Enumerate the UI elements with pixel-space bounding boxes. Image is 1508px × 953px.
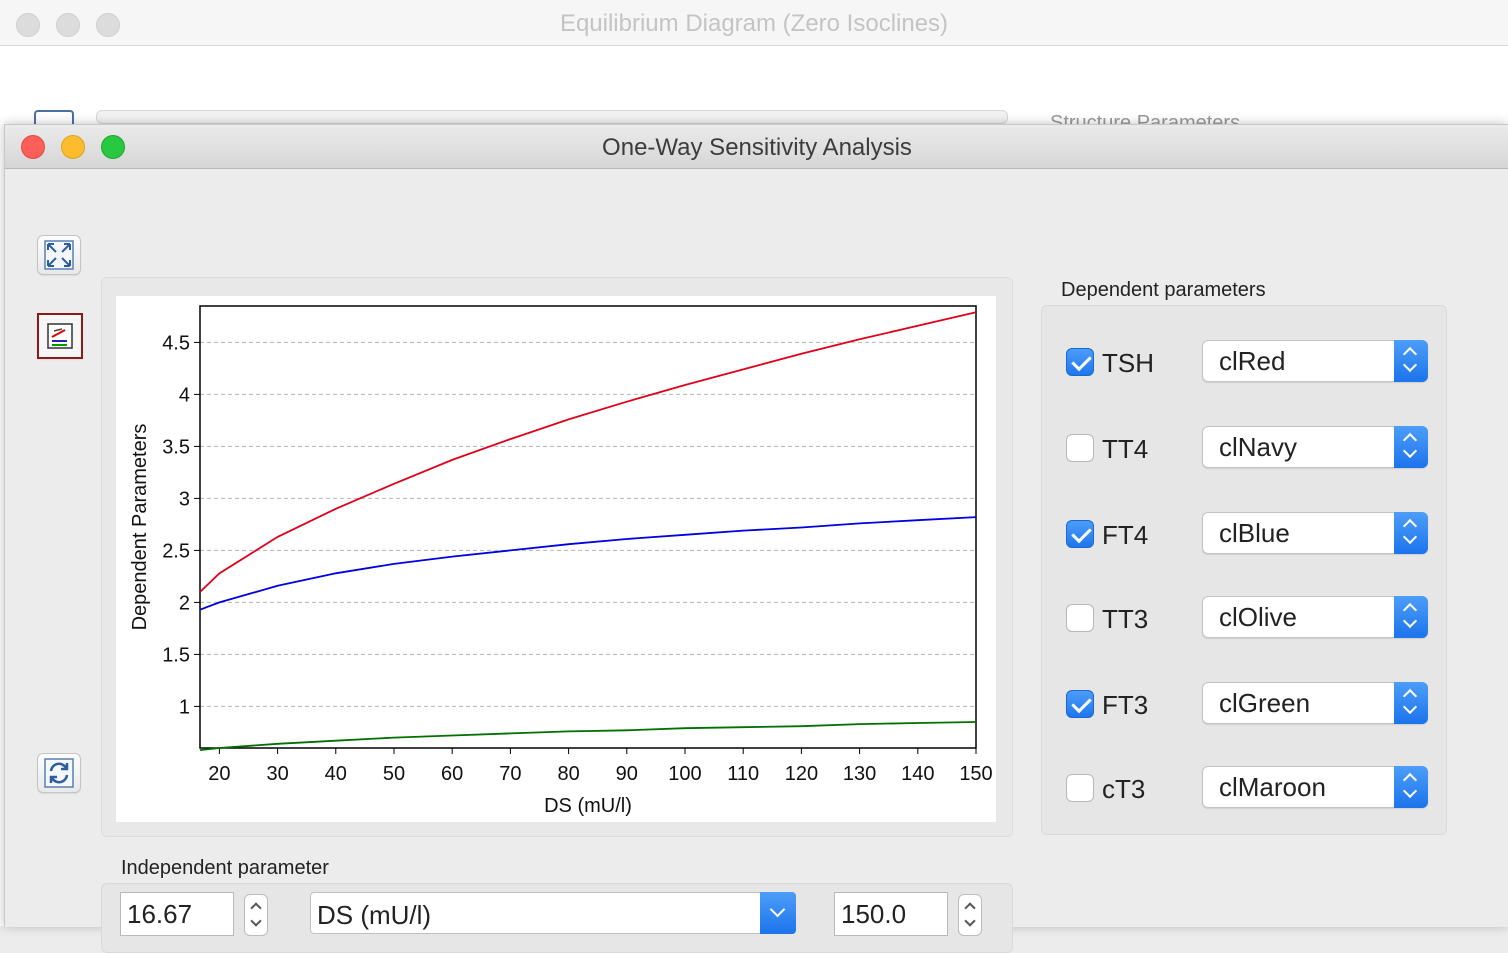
ft4-color-select[interactable]: clBlue bbox=[1202, 512, 1428, 554]
chart-icon bbox=[47, 323, 73, 349]
x-tick-label: 150 bbox=[959, 763, 992, 785]
y-tick-label: 4 bbox=[179, 384, 190, 406]
parameter-select-value: DS (mU/l) bbox=[317, 900, 432, 930]
window-title: One-Way Sensitivity Analysis bbox=[602, 134, 912, 161]
updown-arrows-icon bbox=[1394, 340, 1428, 382]
chevron-down-icon bbox=[760, 892, 796, 934]
chart-area: 1 1.5 2 2.5 3 3.5 4 4.5 20 30 40 50 60 70 80 90 100 110 12… bbox=[116, 296, 996, 822]
ct3-color-select[interactable]: clMaroon bbox=[1202, 766, 1428, 808]
ft3-label: FT3 bbox=[1102, 690, 1149, 720]
tsh-label: TSH bbox=[1102, 348, 1154, 378]
x-tick-label: 50 bbox=[383, 763, 405, 785]
ft4-label: FT4 bbox=[1102, 520, 1149, 550]
dependent-row-tt4: TT4 clNavy bbox=[1042, 426, 1448, 470]
y-tick-label: 4.5 bbox=[162, 332, 190, 354]
ft4-checkbox[interactable] bbox=[1066, 520, 1094, 548]
x-tick-label: 70 bbox=[499, 763, 521, 785]
x-tick-label: 40 bbox=[325, 763, 347, 785]
background-window-title: Equilibrium Diagram (Zero Isoclines) bbox=[559, 10, 949, 37]
chart-style-button[interactable] bbox=[37, 313, 83, 359]
x-tick-label: 120 bbox=[785, 763, 818, 785]
titlebar: One-Way Sensitivity Analysis bbox=[5, 125, 1508, 169]
min-value-stepper[interactable] bbox=[244, 894, 268, 936]
series-line-2 bbox=[199, 721, 977, 751]
close-button[interactable] bbox=[21, 135, 45, 159]
tt3-label: TT3 bbox=[1102, 604, 1149, 634]
bg-zoom-button[interactable] bbox=[96, 13, 120, 37]
refresh-button[interactable] bbox=[37, 753, 81, 793]
ct3-color-value: clMaroon bbox=[1219, 772, 1326, 802]
y-tick-label: 3.5 bbox=[162, 436, 190, 458]
y-tick-label: 1.5 bbox=[162, 644, 190, 666]
bg-close-button[interactable] bbox=[16, 13, 40, 37]
fullscreen-button[interactable] bbox=[37, 235, 81, 275]
background-titlebar: Equilibrium Diagram (Zero Isoclines) bbox=[0, 0, 1508, 46]
chart-panel: 1 1.5 2 2.5 3 3.5 4 4.5 20 30 40 50 60 70 80 90 100 110 12… bbox=[101, 277, 1013, 837]
x-axis-label: DS (mU/l) bbox=[544, 795, 632, 817]
ft3-color-value: clGreen bbox=[1219, 688, 1311, 718]
tt4-color-value: clNavy bbox=[1219, 432, 1298, 462]
x-tick-label: 130 bbox=[843, 763, 876, 785]
x-tick-label: 100 bbox=[668, 763, 701, 785]
x-tick-label: 30 bbox=[266, 763, 288, 785]
x-tick-label: 20 bbox=[208, 763, 230, 785]
dependent-row-ct3: cT3 clMaroon bbox=[1042, 766, 1448, 810]
line-chart: 1 1.5 2 2.5 3 3.5 4 4.5 20 30 40 50 60 70 80 90 100 110 12… bbox=[129, 305, 993, 817]
dependent-row-tsh: TSH clRed bbox=[1042, 340, 1448, 384]
expand-icon bbox=[44, 240, 74, 270]
refresh-icon bbox=[44, 758, 74, 788]
series-line-0 bbox=[199, 311, 977, 593]
bg-minimize-button[interactable] bbox=[56, 13, 80, 37]
y-tick-label: 1 bbox=[179, 696, 190, 718]
tt4-label: TT4 bbox=[1102, 434, 1149, 464]
minimize-button[interactable] bbox=[61, 135, 85, 159]
ct3-checkbox[interactable] bbox=[1066, 774, 1094, 802]
y-tick-label: 2 bbox=[179, 592, 190, 614]
max-value-field[interactable]: 150.0 bbox=[834, 892, 948, 936]
updown-arrows-icon bbox=[1394, 596, 1428, 638]
ft4-color-value: clBlue bbox=[1219, 518, 1290, 548]
tt3-color-value: clOlive bbox=[1219, 602, 1298, 632]
tt3-color-select[interactable]: clOlive bbox=[1202, 596, 1428, 638]
sensitivity-window: One-Way Sensitivity Analysis bbox=[4, 124, 1508, 953]
tt4-color-select[interactable]: clNavy bbox=[1202, 426, 1428, 468]
tsh-color-select[interactable]: clRed bbox=[1202, 340, 1428, 382]
dependent-parameters-box: TSH clRed TT4 clNavy FT4 clBlue bbox=[1041, 305, 1447, 835]
min-value-field[interactable]: 16.67 bbox=[120, 892, 234, 936]
x-tick-label: 90 bbox=[616, 763, 638, 785]
series-line-1 bbox=[199, 516, 977, 611]
ft3-color-select[interactable]: clGreen bbox=[1202, 682, 1428, 724]
updown-arrows-icon bbox=[1394, 512, 1428, 554]
x-tick-label: 140 bbox=[901, 763, 934, 785]
y-tick-label: 2.5 bbox=[162, 540, 190, 562]
zoom-button[interactable] bbox=[101, 135, 125, 159]
independent-parameter-label: Independent parameter bbox=[121, 857, 329, 879]
tsh-checkbox[interactable] bbox=[1066, 348, 1094, 376]
tt3-checkbox[interactable] bbox=[1066, 604, 1094, 632]
tt4-checkbox[interactable] bbox=[1066, 434, 1094, 462]
updown-arrows-icon bbox=[1394, 766, 1428, 808]
updown-arrows-icon bbox=[1394, 426, 1428, 468]
dependent-row-ft4: FT4 clBlue bbox=[1042, 512, 1448, 556]
bg-panel bbox=[96, 110, 1008, 124]
x-tick-label: 60 bbox=[441, 763, 463, 785]
x-tick-label: 80 bbox=[557, 763, 579, 785]
ft3-checkbox[interactable] bbox=[1066, 690, 1094, 718]
tsh-color-value: clRed bbox=[1219, 346, 1286, 376]
y-tick-label: 3 bbox=[179, 488, 190, 510]
independent-parameter-box: 16.67 DS (mU/l) 150.0 bbox=[101, 883, 1013, 953]
updown-arrows-icon bbox=[1394, 682, 1428, 724]
ct3-label: cT3 bbox=[1102, 774, 1146, 804]
bg-expand-icon bbox=[34, 110, 74, 124]
y-axis-label: Dependent Parameters bbox=[129, 424, 151, 631]
max-value-stepper[interactable] bbox=[958, 894, 982, 936]
x-tick-label: 110 bbox=[727, 763, 759, 785]
dependent-parameters-label: Dependent parameters bbox=[1061, 279, 1266, 301]
dependent-row-ft3: FT3 clGreen bbox=[1042, 682, 1448, 726]
parameter-select[interactable]: DS (mU/l) bbox=[310, 892, 796, 934]
plot-frame bbox=[199, 305, 977, 749]
window-content: 1 1.5 2 2.5 3 3.5 4 4.5 20 30 40 50 60 70 80 90 100 110 12… bbox=[5, 169, 1508, 953]
bg-structure-parameters-label: Structure Parameters bbox=[1050, 112, 1241, 124]
dependent-row-tt3: TT3 clOlive bbox=[1042, 596, 1448, 640]
